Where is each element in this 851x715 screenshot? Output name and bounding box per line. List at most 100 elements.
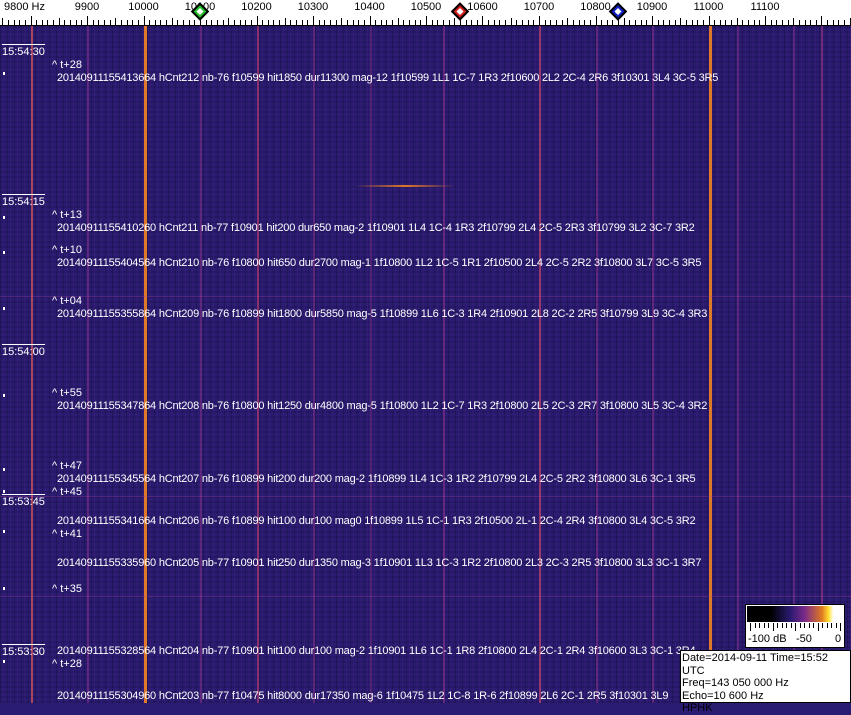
axis-tick — [364, 20, 365, 25]
axis-tick — [816, 20, 817, 25]
axis-tick — [788, 20, 789, 25]
carrier-line — [31, 26, 33, 703]
time-offset-marker: ^ t+10 — [52, 244, 82, 256]
axis-tick — [590, 20, 591, 25]
axis-tick — [381, 20, 382, 25]
carrier-line — [87, 26, 89, 703]
axis-tick — [194, 20, 195, 25]
axis-tick — [189, 20, 190, 25]
spectrogram[interactable]: 15:54:30 15:54:15 15:54:00 15:53:45 15:53:30… — [0, 26, 851, 703]
detection-event: 20140911155304960 hCnt203 nb-77 f10475 h… — [57, 690, 669, 702]
detection-event: 20140911155355864 hCnt209 nb-76 f10899 h… — [57, 308, 708, 320]
axis-tick — [482, 16, 483, 25]
axis-tick — [703, 20, 704, 25]
axis-tick — [499, 20, 500, 25]
detection-event: 20140911155345564 hCnt207 nb-76 f10899 h… — [57, 473, 696, 485]
noise-line — [0, 296, 851, 297]
axis-tick — [579, 20, 580, 25]
axis-tick — [93, 20, 94, 25]
axis-tick — [296, 20, 297, 25]
axis-tick — [686, 20, 687, 25]
axis-tick — [838, 20, 839, 25]
axis-tick — [307, 20, 308, 25]
axis-tick — [556, 20, 557, 25]
time-offset-marker: ^ t+55 — [52, 387, 82, 399]
axis-label: 10200 — [241, 1, 272, 13]
info-echo: Echo=10 600 Hz — [682, 689, 764, 702]
carrier-line — [370, 26, 372, 703]
legend-tick — [763, 623, 765, 628]
axis-label: 10700 — [523, 1, 555, 13]
legend-tick — [804, 623, 805, 628]
axis-tick — [76, 20, 77, 25]
axis-tick — [104, 20, 105, 25]
axis-tick — [166, 20, 167, 25]
carrier-line — [443, 26, 445, 703]
axis-tick — [776, 20, 777, 25]
axis-tick — [370, 16, 371, 25]
color-bar — [747, 606, 843, 622]
legend-tick — [799, 623, 801, 628]
axis-tick — [466, 20, 467, 25]
axis-tick — [494, 20, 495, 25]
axis-tick — [290, 20, 291, 25]
legend-tick — [831, 623, 832, 628]
axis-tick — [731, 20, 732, 25]
axis-tick — [268, 20, 269, 25]
axis-tick — [460, 20, 461, 25]
axis-tick — [403, 20, 404, 25]
event-tick — [3, 72, 5, 75]
axis-label: 10000 — [128, 1, 159, 13]
carrier-line — [596, 26, 598, 703]
axis-tick — [87, 16, 88, 25]
carrier-line — [313, 26, 315, 703]
carrier-line — [737, 26, 739, 703]
axis-tick — [618, 20, 619, 25]
detection-event: 20140911155347864 hCnt208 nb-76 f10800 h… — [57, 400, 708, 412]
axis-tick — [415, 20, 416, 25]
legend-tick — [754, 623, 756, 628]
axis-tick — [652, 16, 653, 25]
axis-tick — [47, 20, 48, 25]
axis-tick — [810, 20, 811, 25]
legend-tick — [808, 623, 810, 628]
axis-tick — [19, 20, 20, 25]
axis-tick — [573, 20, 574, 25]
axis-tick — [612, 20, 613, 25]
event-tick — [3, 468, 5, 471]
legend-tick — [777, 623, 778, 628]
legend-tick — [781, 623, 783, 628]
axis-tick — [771, 20, 772, 25]
axis-tick — [793, 18, 794, 25]
axis-tick — [206, 20, 207, 25]
noise-line — [0, 496, 851, 497]
axis-tick — [132, 20, 133, 25]
axis-tick — [725, 20, 726, 25]
axis-tick — [737, 18, 738, 25]
axis-tick — [273, 20, 274, 25]
axis-tick — [432, 20, 433, 25]
axis-tick — [31, 16, 32, 25]
carrier-line — [793, 26, 795, 703]
time-offset-marker: ^ t+28 — [52, 59, 82, 71]
axis-tick — [223, 20, 224, 25]
legend-tick — [826, 623, 828, 628]
legend-label-min: -100 dB — [748, 633, 787, 645]
axis-tick — [454, 18, 455, 25]
axis-tick — [658, 20, 659, 25]
time-offset-marker: ^ t+13 — [52, 209, 82, 221]
carrier-line — [144, 26, 147, 703]
axis-tick — [302, 20, 303, 25]
axis-tick — [144, 16, 145, 25]
axis-tick — [211, 20, 212, 25]
axis-tick — [336, 20, 337, 25]
axis-label: 10500 — [410, 1, 442, 13]
axis-label: 9900 — [74, 1, 100, 13]
legend-tick — [822, 623, 823, 628]
detection-event: 20140911155335960 hCnt205 nb-77 f10901 h… — [57, 557, 702, 569]
info-date-time: Date=2014-09-11 Time=15:52 UTC — [682, 652, 828, 677]
axis-tick — [177, 20, 178, 25]
axis-tick — [765, 16, 766, 25]
legend-tick — [817, 623, 819, 631]
carrier-line — [200, 26, 202, 703]
